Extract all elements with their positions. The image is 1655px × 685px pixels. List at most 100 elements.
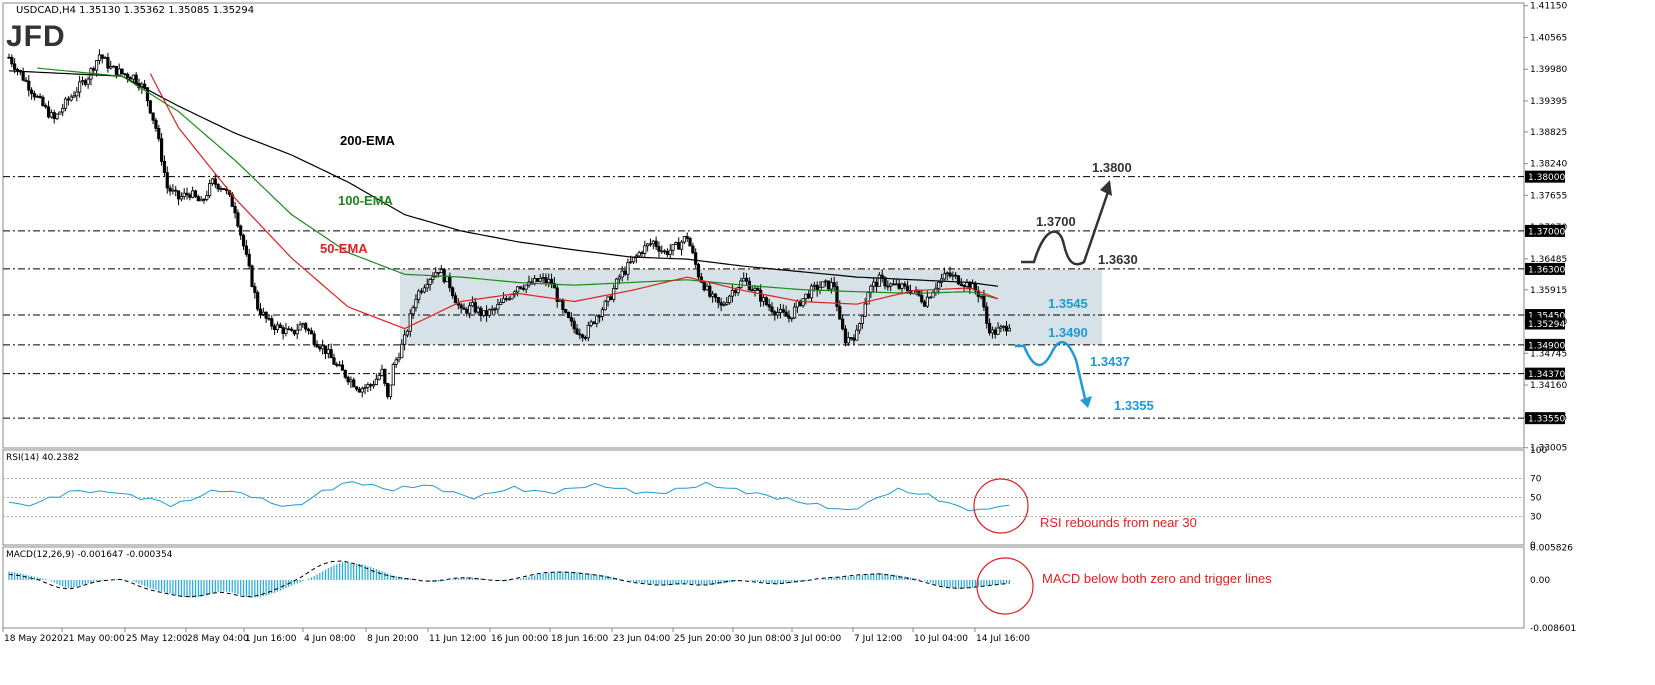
candle-body xyxy=(889,283,893,287)
time-tick-label: 21 May 00:00 xyxy=(63,634,125,644)
candle-body xyxy=(176,190,181,200)
candle-body xyxy=(626,262,630,275)
candle-body xyxy=(306,328,311,332)
candle-body xyxy=(32,93,37,98)
candle-body xyxy=(69,96,73,101)
candle-body xyxy=(874,281,879,287)
candle-body xyxy=(473,301,477,313)
candle-body xyxy=(38,95,42,98)
candle-body xyxy=(499,301,503,305)
rsi-highlight-circle xyxy=(973,478,1029,534)
candle-body xyxy=(713,293,718,298)
candle-body xyxy=(575,328,579,335)
candle-body xyxy=(448,275,452,289)
candle-body xyxy=(208,183,212,196)
rsi-tick-label: 30 xyxy=(1530,513,1542,523)
price-tick-label: 1.34745 xyxy=(1530,349,1567,359)
candle-body xyxy=(784,311,788,317)
macd-tick-label: 0.005826 xyxy=(1530,543,1573,553)
candle-body xyxy=(598,315,602,318)
candle-body xyxy=(821,281,825,288)
candle-body xyxy=(835,286,839,307)
ema-line-100 xyxy=(37,67,999,300)
candle-body xyxy=(646,243,650,247)
candle-body xyxy=(436,272,441,274)
candle-body xyxy=(843,328,848,344)
candle-body xyxy=(727,295,732,304)
level-tag-label: 1.33550 xyxy=(1528,415,1565,425)
candle-body xyxy=(346,376,350,383)
candle-body xyxy=(928,296,932,299)
candle-body xyxy=(948,272,952,277)
candle-body xyxy=(982,295,986,308)
level-tag-label: 1.38000 xyxy=(1528,173,1565,183)
candle-body xyxy=(778,309,783,313)
candle-body xyxy=(857,323,862,331)
level-label: 1.3800 xyxy=(1092,160,1132,175)
price-tick-label: 1.33005 xyxy=(1530,444,1567,454)
candle-body xyxy=(312,333,316,345)
ema-label: 200-EMA xyxy=(340,133,396,148)
candle-body xyxy=(846,337,850,344)
candle-body xyxy=(583,337,588,339)
candle-body xyxy=(979,295,983,298)
candle-body xyxy=(434,272,438,278)
candle-body xyxy=(391,364,395,386)
candle-body xyxy=(97,54,102,61)
level-label: 1.3700 xyxy=(1036,214,1076,229)
time-tick-label: 28 May 04:00 xyxy=(187,634,249,644)
price-tick-label: 1.39395 xyxy=(1530,97,1567,107)
price-tick-label: 1.40565 xyxy=(1530,33,1567,43)
candle-body xyxy=(682,236,686,243)
candle-body xyxy=(191,190,195,198)
candle-body xyxy=(400,343,404,359)
candle-body xyxy=(863,303,867,317)
candle-body xyxy=(812,284,816,287)
candle-body xyxy=(971,283,975,290)
candle-body xyxy=(942,273,946,280)
candle-body xyxy=(535,278,540,282)
candle-body xyxy=(849,337,853,340)
time-tick-label: 3 Jul 00:00 xyxy=(793,634,842,644)
candle-body xyxy=(273,325,277,330)
candle-body xyxy=(679,241,684,250)
candle-body xyxy=(855,329,859,341)
candle-body xyxy=(27,80,31,91)
level-tag xyxy=(1525,338,1565,351)
candle-body xyxy=(1004,325,1009,332)
candle-body xyxy=(951,274,955,277)
candle-body xyxy=(168,187,172,192)
candle-body xyxy=(46,106,51,118)
candle-body xyxy=(335,363,339,366)
candle-body xyxy=(586,324,590,339)
candle-body xyxy=(134,74,138,84)
price-tick-label: 1.36485 xyxy=(1530,255,1567,265)
macd-tick-label: 0.00 xyxy=(1530,576,1550,586)
price-tick-label: 1.35915 xyxy=(1530,286,1567,296)
rsi-annotation: RSI rebounds from near 30 xyxy=(1040,515,1197,530)
candle-body xyxy=(219,188,223,190)
candle-body xyxy=(281,327,285,334)
candle-body xyxy=(360,388,364,393)
ema-label: 100-EMA xyxy=(338,193,394,208)
candle-body xyxy=(558,299,562,302)
candle-body xyxy=(394,359,398,365)
candle-body xyxy=(702,281,706,291)
candle-body xyxy=(128,77,133,80)
candle-body xyxy=(287,328,291,331)
level-tag xyxy=(1525,262,1565,275)
candle-body xyxy=(292,329,297,335)
candle-body xyxy=(397,357,401,361)
candle-body xyxy=(403,334,407,345)
candle-body xyxy=(493,308,497,311)
candle-body xyxy=(78,81,82,93)
candle-body xyxy=(606,296,610,302)
candle-body xyxy=(106,57,110,69)
candle-body xyxy=(151,112,155,121)
macd-title: MACD(12,26,9) -0.001647 -0.000354 xyxy=(6,550,173,560)
candle-body xyxy=(956,275,961,285)
candle-body xyxy=(131,74,135,80)
candle-body xyxy=(258,308,263,315)
candle-body xyxy=(386,382,390,398)
candle-body xyxy=(369,384,373,387)
